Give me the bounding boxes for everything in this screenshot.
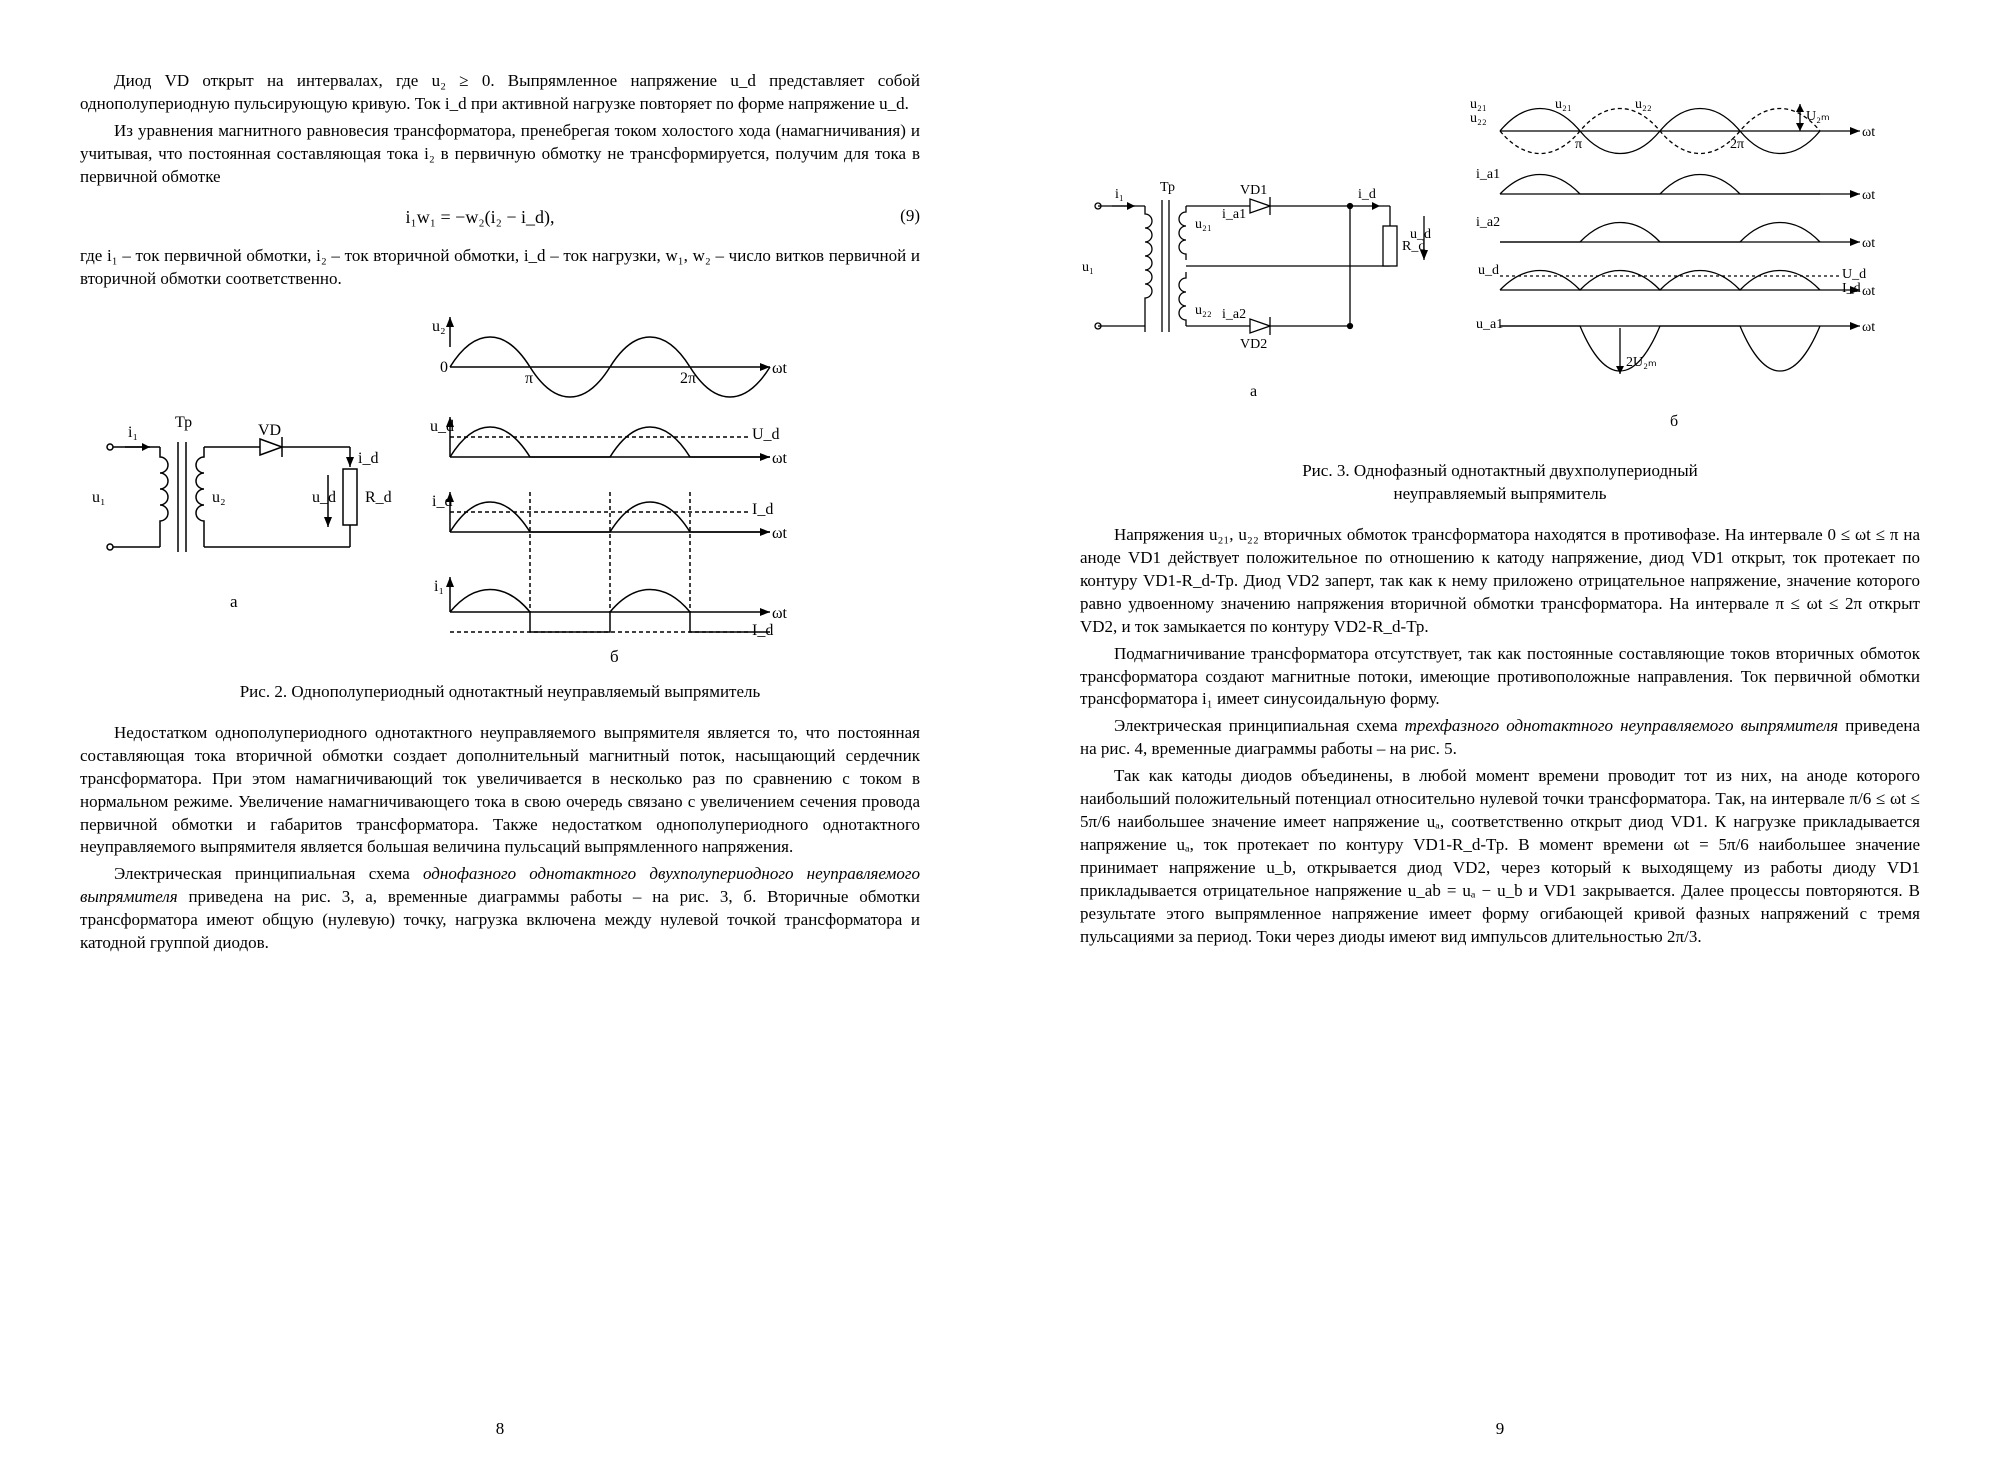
svg-text:i₁: i₁ xyxy=(434,578,444,595)
svg-text:I_d: I_d xyxy=(752,622,773,639)
svg-text:ωt: ωt xyxy=(772,525,788,542)
svg-text:u₂₂: u₂₂ xyxy=(1195,303,1212,318)
svg-text:i_a2: i_a2 xyxy=(1222,307,1246,322)
para-3: где i₁ – ток первичной обмотки, i₂ – ток… xyxy=(80,245,920,291)
svg-text:VD1: VD1 xyxy=(1240,183,1267,198)
svg-text:I_d: I_d xyxy=(1842,281,1861,296)
svg-text:ωt: ωt xyxy=(1862,188,1875,203)
svg-text:u_d: u_d xyxy=(1410,227,1431,242)
svg-text:u₂₁: u₂₁ xyxy=(1195,217,1212,232)
para-4: Недостатком однополупериодного однотактн… xyxy=(80,722,920,860)
para-5a: Электрическая принципиальная схема xyxy=(114,864,423,883)
equation-9-number: (9) xyxy=(880,205,920,228)
svg-text:i_d: i_d xyxy=(358,450,378,467)
svg-text:i_d: i_d xyxy=(432,493,452,510)
figure-2: u₁ i₁ Тр xyxy=(80,307,920,667)
svg-text:ωt: ωt xyxy=(772,450,788,467)
svg-text:2U₂ₘ: 2U₂ₘ xyxy=(1626,355,1657,370)
svg-text:б: б xyxy=(610,647,619,666)
para-1: Диод VD открыт на интервалах, где u₂ ≥ 0… xyxy=(80,70,920,116)
figure-2-caption: Рис. 2. Однополупериодный однотактный не… xyxy=(80,681,920,704)
svg-text:ωt: ωt xyxy=(1862,236,1875,251)
svg-text:i₁: i₁ xyxy=(128,424,138,441)
two-page-spread: Диод VD открыт на интервалах, где u₂ ≥ 0… xyxy=(0,0,2000,1481)
svg-text:u₂₂: u₂₂ xyxy=(1635,97,1652,112)
svg-text:2π: 2π xyxy=(680,370,696,387)
svg-text:а: а xyxy=(1250,383,1257,400)
svg-text:u₂₁: u₂₁ xyxy=(1555,97,1572,112)
figure-3-caption-l2: неуправляемый выпрямитель xyxy=(1394,484,1607,503)
para-5: Электрическая принципиальная схема одноф… xyxy=(80,863,920,955)
svg-text:i_d: i_d xyxy=(1358,187,1376,202)
svg-text:Тр: Тр xyxy=(175,414,192,431)
figure-3-caption-l1: Рис. 3. Однофазный однотактный двухполуп… xyxy=(1302,461,1698,480)
svg-text:u₁: u₁ xyxy=(1082,260,1094,275)
svg-text:u_d: u_d xyxy=(1478,263,1499,278)
para-r1: Напряжения u₂₁, u₂₂ вторичных обмоток тр… xyxy=(1080,524,1920,639)
svg-text:ωt: ωt xyxy=(1862,320,1875,335)
svg-text:i_a1: i_a1 xyxy=(1222,207,1246,222)
svg-text:VD: VD xyxy=(258,422,281,439)
svg-text:u₂: u₂ xyxy=(212,489,226,506)
svg-text:ωt: ωt xyxy=(1862,284,1875,299)
para-r3i: трехфазного однотактного неуправляемого … xyxy=(1405,716,1839,735)
svg-text:i_a1: i_a1 xyxy=(1476,167,1500,182)
svg-text:а: а xyxy=(230,592,238,611)
equation-9: i₁w₁ = −w₂(i₂ − i_d), (9) xyxy=(80,205,920,229)
svg-text:ωt: ωt xyxy=(772,605,788,622)
svg-text:u₂: u₂ xyxy=(432,318,446,335)
svg-text:VD2: VD2 xyxy=(1240,337,1267,352)
figure-3: u₁ i₁ Тр xyxy=(1080,86,1920,446)
svg-text:ωt: ωt xyxy=(772,360,788,377)
figure-3-svg: u₁ i₁ Тр xyxy=(1080,86,1900,446)
page-8: Диод VD открыт на интервалах, где u₂ ≥ 0… xyxy=(0,0,1000,1481)
page-9: u₁ i₁ Тр xyxy=(1000,0,2000,1481)
para-r3: Электрическая принципиальная схема трехф… xyxy=(1080,715,1920,761)
svg-text:u_a1: u_a1 xyxy=(1476,317,1503,332)
para-r3a: Электрическая принципиальная схема xyxy=(1114,716,1405,735)
para-2: Из уравнения магнитного равновесия транс… xyxy=(80,120,920,189)
svg-text:U_d: U_d xyxy=(1842,267,1866,282)
svg-text:U₂ₘ: U₂ₘ xyxy=(1806,109,1830,124)
svg-text:π: π xyxy=(525,370,533,387)
para-r2: Подмагничивание трансформатора отсутству… xyxy=(1080,643,1920,712)
svg-text:Тр: Тр xyxy=(1160,180,1175,195)
svg-text:2π: 2π xyxy=(1730,137,1744,152)
para-5b: приведена на рис. 3, а, временные диагра… xyxy=(80,887,920,952)
svg-text:i_a2: i_a2 xyxy=(1476,215,1500,230)
equation-9-body: i₁w₁ = −w₂(i₂ − i_d), xyxy=(80,205,880,229)
svg-text:u_d: u_d xyxy=(430,418,454,435)
svg-text:u₂₂: u₂₂ xyxy=(1470,111,1487,126)
figure-3-caption: Рис. 3. Однофазный однотактный двухполуп… xyxy=(1080,460,1920,506)
figure-2-svg: u₁ i₁ Тр xyxy=(80,307,800,667)
para-r4: Так как катоды диодов объединены, в любо… xyxy=(1080,765,1920,949)
svg-text:б: б xyxy=(1670,413,1678,430)
svg-text:R_d: R_d xyxy=(365,489,392,506)
svg-text:u_d: u_d xyxy=(312,489,336,506)
svg-text:i₁: i₁ xyxy=(1115,187,1124,202)
page-number-9: 9 xyxy=(1000,1418,2000,1441)
svg-text:π: π xyxy=(1575,137,1582,152)
svg-text:ωt: ωt xyxy=(1862,125,1875,140)
page-number-8: 8 xyxy=(0,1418,1000,1441)
svg-text:u₁: u₁ xyxy=(92,489,106,506)
svg-text:I_d: I_d xyxy=(752,501,773,518)
svg-text:u₂₁: u₂₁ xyxy=(1470,97,1487,112)
svg-text:0: 0 xyxy=(440,359,448,376)
svg-text:U_d: U_d xyxy=(752,426,780,443)
